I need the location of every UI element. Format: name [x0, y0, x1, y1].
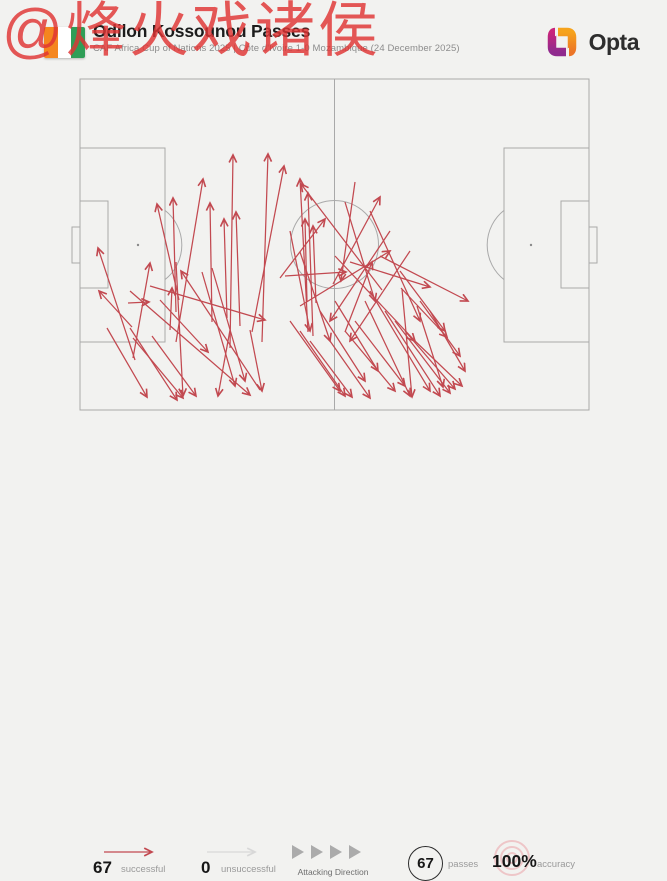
legend-footer: 67 successful 0 unsuccessful Attacking D… [0, 418, 667, 881]
page-subtitle: CAF Africa Cup of Nations 2025 | Côte d'… [93, 43, 460, 54]
header: Odilon Kossounou Passes CAF Africa Cup o… [0, 0, 667, 70]
accuracy-value: 100% [492, 851, 537, 871]
flag-band-green [71, 27, 85, 58]
unsuccessful-pass-arrow-icon [207, 846, 263, 858]
pass-arrows [98, 154, 468, 400]
passes-count-badge: 67 [408, 846, 443, 881]
flag-band-white [57, 27, 72, 58]
successful-label: successful [121, 864, 166, 875]
opta-brand-text: Opta [588, 28, 640, 55]
pass-map-pitch [71, 78, 598, 411]
cote-divoire-flag-icon [44, 27, 85, 58]
passes-count: 67 [417, 855, 434, 872]
unsuccessful-count: 0 [201, 858, 211, 877]
page-title: Odilon Kossounou Passes [93, 21, 311, 41]
triangle-icon [311, 845, 323, 859]
pitch-lines [71, 78, 598, 411]
triangle-icon [349, 845, 361, 859]
flag-band-orange [44, 27, 58, 58]
attacking-direction-icon [292, 845, 361, 859]
opta-brand: Opta [543, 23, 640, 61]
passes-label: passes [448, 859, 479, 870]
opta-logo-icon [547, 27, 576, 57]
successful-pass-arrow-icon [104, 846, 160, 858]
accuracy-label: accuracy [537, 859, 576, 870]
attacking-direction-label: Attacking Direction [297, 867, 369, 877]
triangle-icon [292, 845, 304, 859]
successful-count: 67 [93, 858, 112, 877]
unsuccessful-label: unsuccessful [221, 864, 276, 875]
triangle-icon [330, 845, 342, 859]
